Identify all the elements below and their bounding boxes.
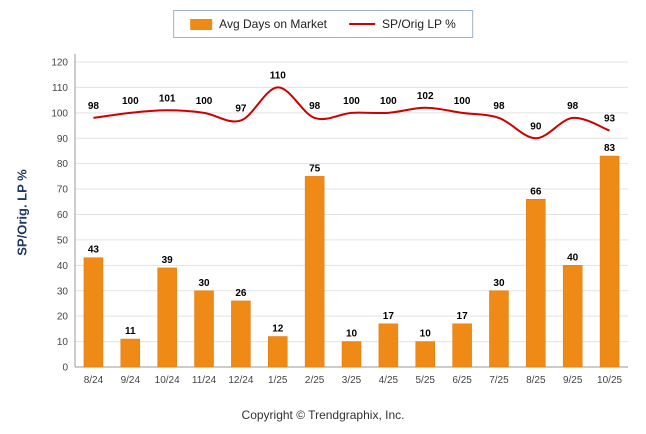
x-tick-label: 6/25 <box>452 375 472 386</box>
x-tick-label: 8/24 <box>84 375 104 386</box>
y-tick-label: 0 <box>62 363 68 374</box>
y-tick-label: 100 <box>51 108 68 119</box>
line-value-label: 102 <box>417 91 434 102</box>
chart-legend: Avg Days on Market SP/Orig LP % <box>173 10 473 38</box>
x-tick-label: 4/25 <box>379 375 399 386</box>
bar-value-label: 66 <box>530 186 542 197</box>
y-tick-label: 90 <box>57 134 69 145</box>
line-value-label: 100 <box>196 96 213 107</box>
bar-value-label: 10 <box>420 329 432 340</box>
x-tick-label: 1/25 <box>268 375 288 386</box>
legend-bar-label: Avg Days on Market <box>219 17 328 31</box>
y-tick-label: 80 <box>57 159 69 170</box>
bar <box>562 265 583 368</box>
x-tick-label: 9/24 <box>121 375 141 386</box>
line-value-label: 98 <box>309 101 321 112</box>
bar <box>599 155 620 368</box>
line-value-label: 100 <box>343 96 360 107</box>
bar <box>120 338 141 368</box>
bar <box>268 336 288 368</box>
y-tick-label: 60 <box>57 210 69 221</box>
bar-value-label: 26 <box>235 288 247 299</box>
legend-item-bar: Avg Days on Market <box>190 17 327 31</box>
y-tick-label: 10 <box>57 337 69 348</box>
x-tick-label: 2/25 <box>305 375 325 386</box>
y-tick-label: 30 <box>57 286 69 297</box>
line-value-label: 93 <box>604 114 616 125</box>
y-tick-label: 50 <box>57 235 69 246</box>
y-tick-label: 20 <box>57 312 69 323</box>
line-value-label: 90 <box>530 121 542 132</box>
line-value-label: 110 <box>270 70 287 81</box>
y-tick-label: 70 <box>57 185 69 196</box>
line-value-label: 100 <box>122 96 139 107</box>
legend-item-line: SP/Orig LP % <box>349 17 456 31</box>
x-tick-label: 10/24 <box>155 375 180 386</box>
chart-svg: 0 10 20 30 40 50 60 70 80 90 100 110 120 43 11 39 30 26 12… <box>51 54 628 386</box>
bar-value-label: 30 <box>493 278 505 289</box>
y-tick-label: 110 <box>52 83 68 94</box>
bar <box>341 341 362 368</box>
copyright-text: Copyright © Trendgraphix, Inc. <box>241 408 405 422</box>
bar-value-label: 39 <box>162 255 174 266</box>
x-tick-label: 5/25 <box>415 375 435 386</box>
bar-value-label: 12 <box>272 324 284 335</box>
line-value-label: 101 <box>159 93 176 104</box>
bar <box>378 323 399 368</box>
line-value-label: 98 <box>567 101 579 112</box>
line-series <box>93 86 610 140</box>
bar <box>415 341 435 368</box>
bar <box>194 290 214 368</box>
bar-value-label: 40 <box>567 252 579 263</box>
line-value-label: 100 <box>380 96 397 107</box>
y-tick-label: 120 <box>51 58 68 69</box>
x-tick-label: 11/24 <box>192 375 217 386</box>
legend-line-label: SP/Orig LP % <box>382 17 456 31</box>
bar-value-label: 17 <box>457 311 469 322</box>
bar <box>83 257 104 368</box>
x-tick-label: 12/24 <box>228 375 253 386</box>
x-tick-label: 7/25 <box>489 375 509 386</box>
line-value-label: 98 <box>88 101 100 112</box>
bar <box>157 267 177 368</box>
x-tick-label: 10/25 <box>597 375 622 386</box>
bar-value-label: 17 <box>383 311 395 322</box>
bar-value-label: 10 <box>346 329 358 340</box>
bar <box>526 199 546 368</box>
bar <box>452 323 472 368</box>
line-value-label: 97 <box>235 103 247 114</box>
line-swatch-icon <box>349 23 376 25</box>
bar-value-label: 30 <box>198 278 210 289</box>
line-value-label: 100 <box>454 96 471 107</box>
bar-swatch-icon <box>190 18 213 30</box>
bar-value-label: 83 <box>604 143 616 154</box>
bar <box>231 300 251 368</box>
bar <box>489 290 509 368</box>
bar-value-label: 11 <box>125 326 136 337</box>
bar-value-label: 75 <box>309 163 321 174</box>
line-value-label: 98 <box>493 101 505 112</box>
x-tick-label: 9/25 <box>563 375 583 386</box>
x-tick-label: 3/25 <box>342 375 362 386</box>
bar <box>304 176 325 368</box>
y-tick-label: 40 <box>57 261 69 272</box>
bar-value-label: 43 <box>88 245 100 256</box>
x-tick-label: 8/25 <box>526 375 546 386</box>
